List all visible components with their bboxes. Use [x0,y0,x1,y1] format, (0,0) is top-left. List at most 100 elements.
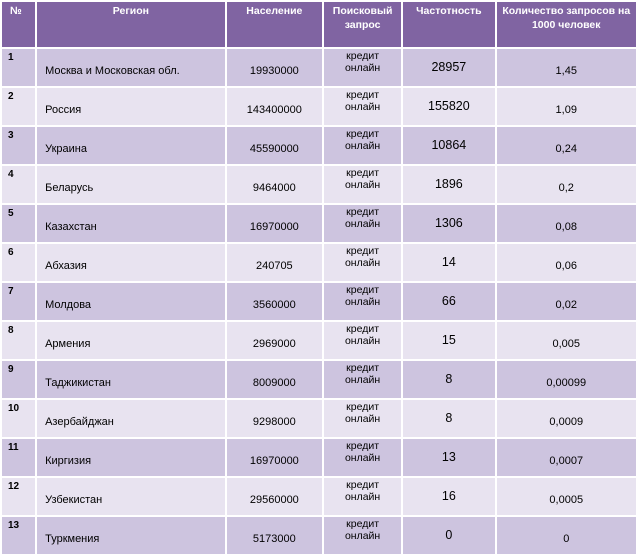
query-line2: онлайн [344,530,381,542]
query-line1: кредит [346,284,380,296]
population-cell: 3560000 [226,283,322,320]
frequency-cell: 13 [403,439,495,476]
query-line1: кредит [346,401,380,413]
population-cell: 143400000 [226,88,322,125]
query-line2: онлайн [344,491,381,503]
row-number-cell: 13 [2,517,36,554]
region-cell: Молдова [37,283,225,320]
region-cell: Узбекистан [37,478,225,515]
table-row: 9 Таджикистан 8009000 кредит онлайн 8 0,00099 [2,361,636,398]
region-cell: Абхазия [37,244,225,281]
query-cell: кредит онлайн [323,166,402,203]
query-cell: кредит онлайн [323,88,402,125]
query-cell: кредит онлайн [323,400,402,437]
table-row: 12 Узбекистан 29560000 кредит онлайн 16 0,0005 [2,478,636,515]
query-line2: онлайн [344,452,381,464]
rate-cell: 1,45 [496,49,636,86]
header-query: Поисковый запрос [323,2,402,47]
row-number-cell: 5 [2,205,36,242]
rate-cell: 0,06 [496,244,636,281]
query-cell: кредит онлайн [323,283,402,320]
population-cell: 16970000 [226,205,322,242]
region-cell: Азербайджан [37,400,225,437]
rate-cell: 1,09 [496,88,636,125]
query-cell: кредит онлайн [323,49,402,86]
query-line2: онлайн [344,257,381,269]
table-row: 1 Москва и Московская обл. 19930000 кредит о… [2,49,636,86]
rate-cell: 0,0009 [496,400,636,437]
row-number-cell: 12 [2,478,36,515]
rate-cell: 0,0005 [496,478,636,515]
header-frequency: Частотность [403,2,495,47]
row-number-cell: 1 [2,49,36,86]
query-line1: кредит [346,128,380,140]
query-cell: кредит онлайн [323,439,402,476]
query-line2: онлайн [344,296,381,308]
row-number-cell: 9 [2,361,36,398]
table-row: 7 Молдова 3560000 кредит онлайн 66 0,02 [2,283,636,320]
table-row: 4 Беларусь 9464000 кредит онлайн 1896 0,2 [2,166,636,203]
population-cell: 19930000 [226,49,322,86]
region-cell: Таджикистан [37,361,225,398]
header-population: Население [226,2,322,47]
frequency-cell: 8 [403,361,495,398]
population-cell: 8009000 [226,361,322,398]
region-cell: Туркмения [37,517,225,554]
header-rate: Количество запросов на 1000 человек [496,2,636,47]
query-line1: кредит [346,206,380,218]
population-cell: 2969000 [226,322,322,359]
population-cell: 45590000 [226,127,322,164]
row-number-cell: 11 [2,439,36,476]
row-number-cell: 6 [2,244,36,281]
query-line1: кредит [346,518,380,530]
query-line2: онлайн [344,62,381,74]
frequency-cell: 16 [403,478,495,515]
query-cell: кредит онлайн [323,127,402,164]
frequency-cell: 1306 [403,205,495,242]
query-cell: кредит онлайн [323,478,402,515]
population-cell: 9464000 [226,166,322,203]
query-cell: кредит онлайн [323,517,402,554]
rate-cell: 0,08 [496,205,636,242]
table-header-row: № Регион Население Поисковый запрос Част… [2,2,636,47]
rate-cell: 0,24 [496,127,636,164]
table-row: 6 Абхазия 240705 кредит онлайн 14 0,06 [2,244,636,281]
population-cell: 16970000 [226,439,322,476]
rate-cell: 0,2 [496,166,636,203]
population-cell: 9298000 [226,400,322,437]
query-line2: онлайн [344,101,381,113]
query-line2: онлайн [344,140,381,152]
table-body: 1 Москва и Московская обл. 19930000 кредит о… [2,49,636,554]
region-cell: Армения [37,322,225,359]
table-row: 5 Казахстан 16970000 кредит онлайн 1306 0,08 [2,205,636,242]
population-cell: 240705 [226,244,322,281]
region-cell: Беларусь [37,166,225,203]
row-number-cell: 4 [2,166,36,203]
region-cell: Украина [37,127,225,164]
table-row: 13 Туркмения 5173000 кредит онлайн 0 0 [2,517,636,554]
query-line1: кредит [346,479,380,491]
population-cell: 5173000 [226,517,322,554]
frequency-cell: 1896 [403,166,495,203]
row-number-cell: 2 [2,88,36,125]
query-line1: кредит [346,167,380,179]
query-line1: кредит [346,362,380,374]
row-number-cell: 3 [2,127,36,164]
query-line1: кредит [346,89,380,101]
table-row: 8 Армения 2969000 кредит онлайн 15 0,005 [2,322,636,359]
header-region: Регион [37,2,225,47]
frequency-cell: 0 [403,517,495,554]
frequency-cell: 8 [403,400,495,437]
rate-cell: 0,00099 [496,361,636,398]
region-cell: Москва и Московская обл. [37,49,225,86]
frequency-cell: 28957 [403,49,495,86]
rate-cell: 0,005 [496,322,636,359]
table-row: 2 Россия 143400000 кредит онлайн 155820 1,09 [2,88,636,125]
query-line1: кредит [346,323,380,335]
query-line1: кредит [346,50,380,62]
header-num: № [2,2,36,47]
query-cell: кредит онлайн [323,244,402,281]
frequency-cell: 155820 [403,88,495,125]
query-cell: кредит онлайн [323,361,402,398]
